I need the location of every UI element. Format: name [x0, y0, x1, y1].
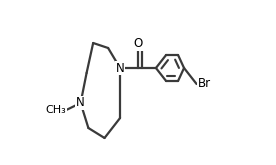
Text: N: N	[76, 97, 85, 110]
Text: O: O	[133, 37, 143, 50]
Text: Br: Br	[198, 78, 211, 90]
Text: N: N	[116, 62, 124, 75]
Text: CH₃: CH₃	[46, 105, 66, 115]
